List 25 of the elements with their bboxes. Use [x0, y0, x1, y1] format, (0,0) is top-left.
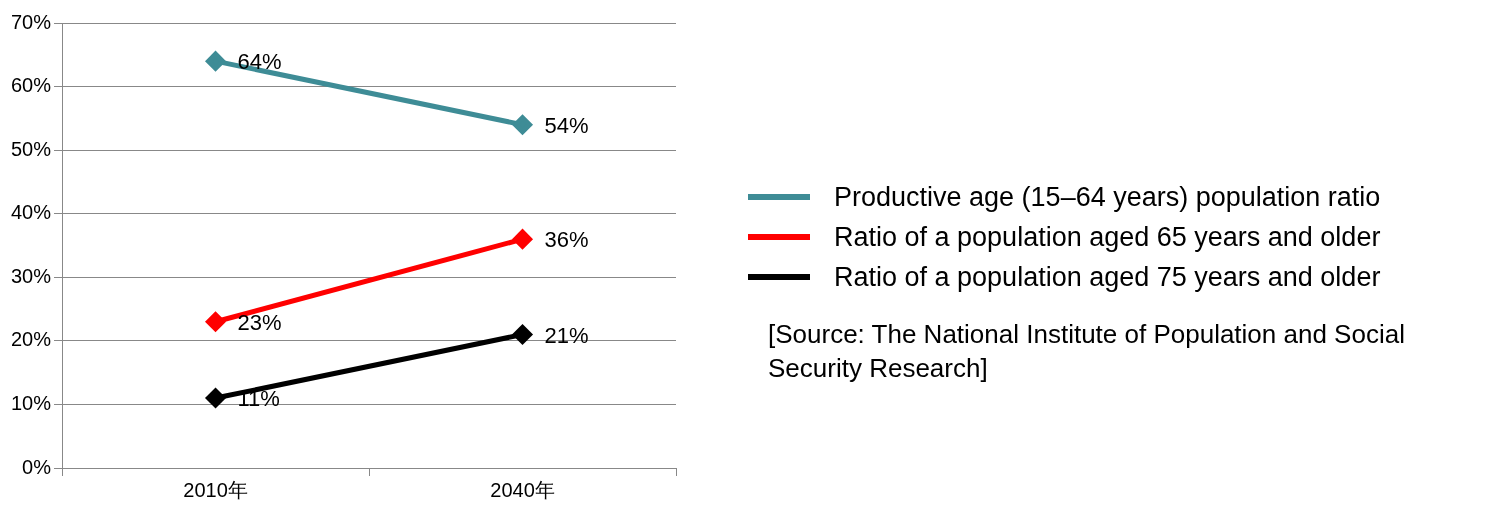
y-tick-label: 60%	[11, 74, 52, 97]
data-label: 64%	[237, 49, 282, 75]
point	[206, 312, 226, 332]
data-label: 23%	[237, 309, 282, 335]
point	[206, 51, 226, 71]
point	[513, 115, 533, 135]
text: [Source: The National Institute of Population and Social Security Research]	[768, 318, 1406, 385]
y-tick-label: 30%	[11, 264, 52, 287]
point	[513, 325, 533, 344]
data-label: 21%	[544, 322, 589, 348]
legend-label: Ratio of a population aged 75 years and older	[834, 261, 1381, 294]
y-tick-label: 40%	[11, 201, 52, 224]
x-tick-label: 2010年	[183, 478, 248, 501]
point	[206, 388, 226, 408]
y-tick-label: 70%	[11, 10, 52, 33]
legend-label: Ratio of a population aged 65 years and older	[834, 221, 1381, 254]
y-tick-label: 0%	[22, 455, 52, 478]
y-tick-label: 20%	[11, 328, 52, 351]
data-label: 54%	[544, 112, 589, 138]
data-label: 36%	[544, 227, 589, 253]
point	[513, 229, 533, 249]
y-tick-label: 10%	[11, 391, 52, 414]
y-tick-label: 50%	[11, 137, 52, 160]
legend-label: Productive age (15–64 years) population ratio	[834, 181, 1381, 214]
x-tick-label: 2040年	[490, 478, 555, 501]
